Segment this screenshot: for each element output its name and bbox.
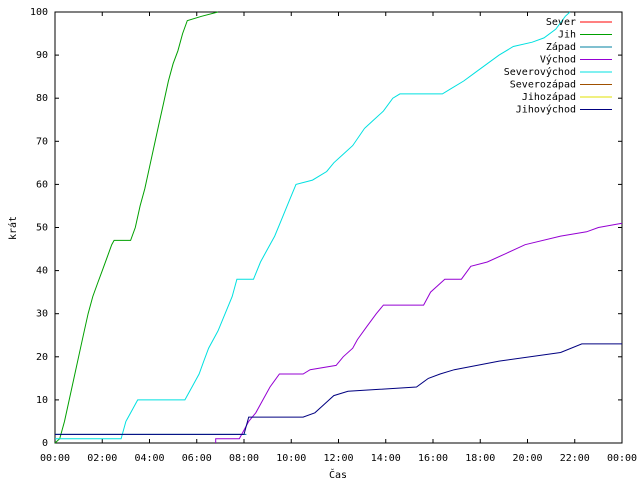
y-tick-label: 90 xyxy=(36,50,48,61)
legend-label: Východ xyxy=(540,54,576,66)
x-tick-label: 18:00 xyxy=(465,453,495,464)
y-tick-label: 40 xyxy=(36,266,48,277)
x-tick-label: 22:00 xyxy=(560,453,590,464)
x-tick-label: 04:00 xyxy=(134,453,164,464)
x-tick-label: 16:00 xyxy=(418,453,448,464)
axis-ticks: 0 10 20 30 40 50 60 70 80 90 100 00:00 02:00 04:00 06:… xyxy=(30,7,637,464)
y-tick-label: 50 xyxy=(36,223,48,234)
y-axis-title: krát xyxy=(7,216,19,240)
x-tick-label: 08:00 xyxy=(229,453,259,464)
x-axis-title: Čas xyxy=(329,468,347,480)
x-tick-label: 06:00 xyxy=(182,453,212,464)
series-lines xyxy=(54,11,623,444)
x-tick-label: 20:00 xyxy=(512,453,542,464)
x-tick-label: 12:00 xyxy=(323,453,353,464)
series-line xyxy=(55,343,622,435)
legend-label: Jihozápad xyxy=(522,91,576,103)
legend-label: Severozápad xyxy=(510,79,576,91)
y-tick-label: 20 xyxy=(36,352,48,363)
legend: Sever JihZápadVýchodSeverovýchodSeverozáp… xyxy=(504,17,612,116)
legend-label: Západ xyxy=(546,41,576,53)
x-tick-label: 14:00 xyxy=(371,453,401,464)
legend-label: Sever xyxy=(546,17,576,28)
legend-label: Jih xyxy=(558,30,576,41)
x-tick-label: 10:00 xyxy=(276,453,306,464)
legend-label: Severovýchod xyxy=(504,66,576,78)
y-tick-label: 70 xyxy=(36,136,48,147)
y-tick-label: 0 xyxy=(42,438,48,449)
y-tick-label: 10 xyxy=(36,395,48,406)
series-line xyxy=(215,222,623,443)
series-line xyxy=(55,11,571,440)
legend-label: Jihovýchod xyxy=(516,104,576,116)
y-tick-label: 100 xyxy=(30,7,48,18)
x-tick-label: 02:00 xyxy=(87,453,117,464)
y-tick-label: 30 xyxy=(36,309,48,320)
y-tick-label: 60 xyxy=(36,179,48,190)
y-tick-label: 80 xyxy=(36,93,48,104)
x-tick-label: 00:00 xyxy=(40,453,70,464)
x-tick-label: 00:00 xyxy=(607,453,637,464)
series-line xyxy=(54,11,219,444)
